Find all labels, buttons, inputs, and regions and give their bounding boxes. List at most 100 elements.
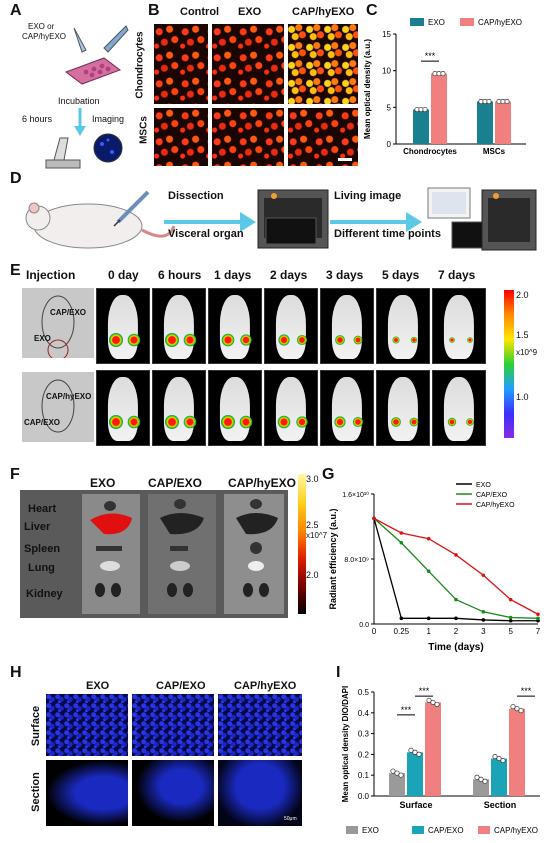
chart-c-bar [495,101,511,144]
fluorescence-spot [109,415,123,429]
chart-g-point [481,610,486,614]
chart-c-point [486,98,492,105]
fluorescence-spot [447,417,457,427]
chart-c-legend-swatch-hyexo [460,18,474,26]
chart-g-point [536,612,540,617]
chart-g-point [454,553,458,557]
chart-g-xlabel: Time (days) [428,642,483,653]
panel-a-incubation: Incubation [58,96,100,106]
panel-d-timepoints: Different time points [334,228,441,240]
panel-f-col-exo: EXO [90,476,116,490]
chart-g-xtick-label: 5 [508,627,513,636]
mouse-body [443,376,475,441]
panel-a-label-hyexo: CAP/hyEXO [22,32,67,41]
fluorescence-spot [391,417,401,427]
chart-g-ytick-label: 0.0 [359,622,369,629]
mouse-image-2-2 [208,370,262,446]
micrograph-control-chondrocytes [154,24,208,104]
chart-i-point [496,756,502,762]
fluorescence-spot [183,333,197,347]
chart-g-line [373,518,538,622]
chart-i-bar [407,752,423,796]
mouse-image-1-0 [96,288,150,364]
fluorescence-spot [410,336,418,344]
mouse-image-1-4 [320,288,374,364]
panel-label-i: I [336,664,341,681]
fluorescence-spot [239,415,253,429]
schematic1-label-exo: EXO [34,334,51,343]
colorbar-f-tick-3: 3.0 [306,474,319,484]
panel-b-row-mscs: MSCs [138,116,150,144]
mouse-image-2-3 [264,370,318,446]
mouse-image-1-1 [152,288,206,364]
mouse-body [107,294,139,359]
chart-g-xtick-label: 3 [481,627,486,636]
injection-schematic-2: CAP/hyEXO CAP/EXO [22,372,94,442]
colorbar-e [504,290,514,438]
fluorescence-spot [109,333,123,347]
organ-spleen: Spleen [24,543,61,555]
organs-overlay [82,494,284,614]
chart-i-legend-swatch [346,826,358,834]
arrow-down-icon [74,108,86,136]
mouse-outline-icon-2 [41,379,75,433]
mouse-body [163,376,195,441]
panel-f-col-capexo: CAP/EXO [148,476,203,490]
chart-i-legend-swatch [478,826,490,834]
organ-lung: Lung [28,562,55,574]
fluor-exo-section [46,760,128,826]
mouse-image-1-6 [432,288,486,364]
panel-e-day-7: 7 days [438,268,476,282]
panel-h-row-surface: Surface [30,705,42,747]
chart-i-point [408,747,414,753]
chart-i-ytick-label: 0.5 [358,688,370,697]
chart-i-point [416,751,422,757]
chart-i-point [390,768,396,774]
panel-label-h: H [10,664,22,681]
schematic2-label-capexo: CAP/EXO [24,418,61,427]
chart-c-point [440,71,446,77]
chart-c-bar [431,73,447,144]
panel-d-visceral: Visceral organ [168,228,244,240]
fluorescence-spot [165,333,179,347]
mouse-image-2-1 [152,370,206,446]
schematic2-label-hyexo: CAP/hyEXO [46,392,92,401]
chart-i-point [430,699,436,705]
panel-e-day-5: 5 days [382,268,420,282]
mouse-body [163,294,195,359]
chart-g-point [454,597,458,602]
chart-c-xlabel: MSCs [483,147,506,156]
fluorescence-spot [353,335,363,345]
mouse-body [275,376,307,441]
chart-g-xtick-label: 1 [426,627,431,636]
chart-i-sig: *** [419,686,430,696]
chart-i-xlabel: Section [484,800,517,810]
chart-c-ytick-label: 0 [387,140,392,149]
mouse-row-1 [96,288,496,364]
fluorescence-spot [466,418,474,426]
panel-label-f: F [10,466,20,483]
panel-e-day-2: 2 days [270,268,308,282]
fluorescence-spot [278,334,290,346]
injection-schematic-1: CAP/EXO EXO [22,288,94,361]
chart-c-ytick-label: 5 [387,103,392,112]
chart-g-point [399,616,404,621]
organ-heart: Heart [28,503,57,515]
mouse-row-2 [96,370,496,446]
chart-i-point [478,776,484,782]
panel-e-injection: Injection [26,268,76,282]
chart-g: 0.0 8.0×10⁹ 1.6×10¹⁰ 0 0.25 1 2 3 5 7 Time (days) R… [328,482,541,653]
chart-g-xtick-label: 0.25 [394,627,410,636]
chart-c: 0 5 10 15 Mean optical density (a.u.) Chondro… [363,18,526,156]
panel-label-e: E [10,262,21,279]
chart-g-legend-label: CAP/hyEXO [476,502,515,509]
fluorescence-spot [449,337,455,343]
chart-i-bar [509,708,525,796]
chart-g-ylabel: Radiant efficiency (a.u.) [328,508,338,609]
panel-e-day-6h: 6 hours [158,268,202,282]
mouse-body [331,376,363,441]
chart-i-ytick-label: 0.2 [358,750,370,759]
mouse-image-2-0 [96,370,150,446]
fluorescence-spot [183,415,197,429]
chart-g-point [481,573,486,578]
